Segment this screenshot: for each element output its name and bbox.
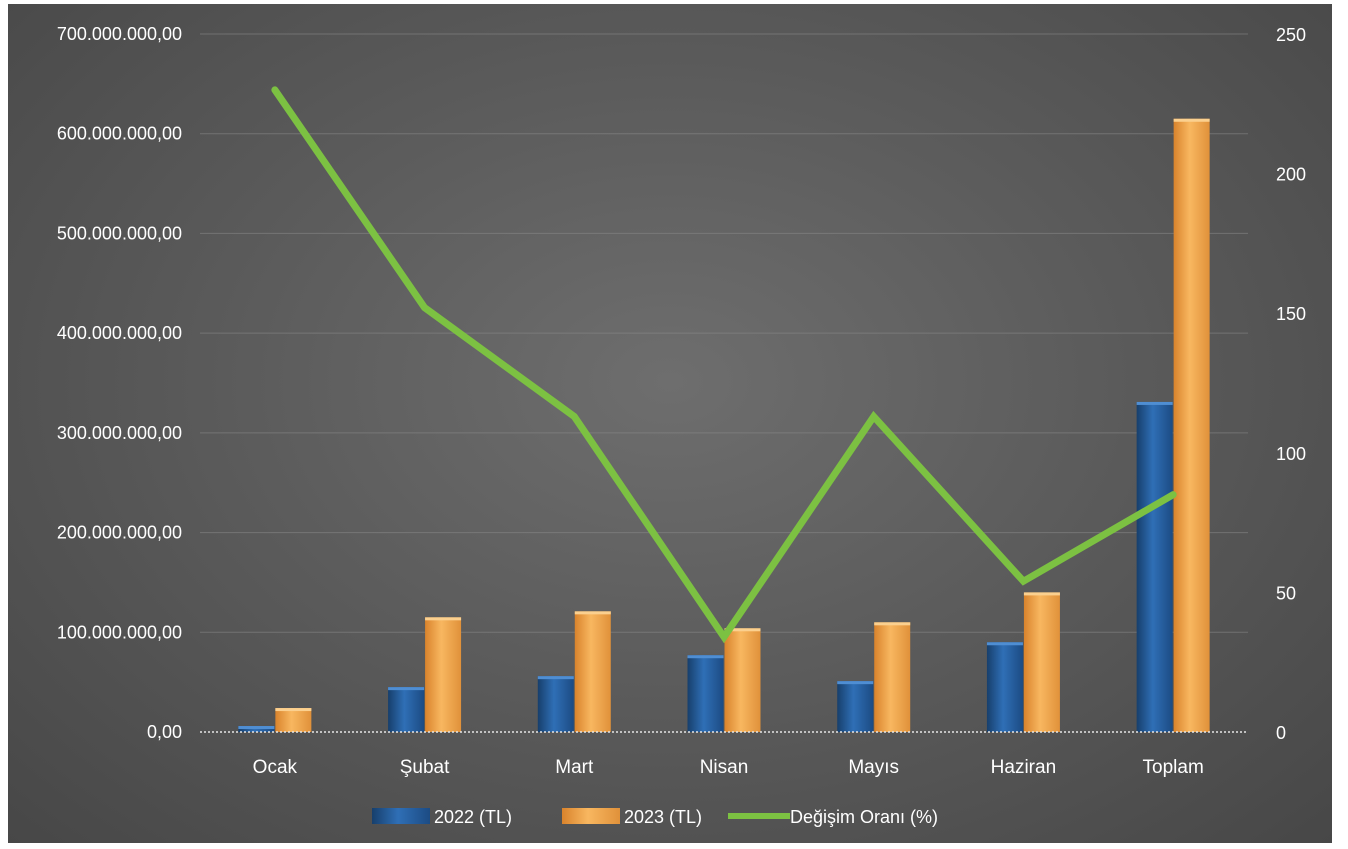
bar-top-2023-tl: [874, 622, 911, 626]
y-right-tick-label: 50: [1276, 583, 1296, 603]
bar-top-2023-tl: [574, 611, 611, 615]
y-left-tick-label: 600.000.000,00: [57, 124, 182, 144]
bar-2023-tl-mart: [574, 611, 611, 732]
change-rate-line: [271, 86, 1177, 644]
x-tick-label: Nisan: [700, 757, 749, 778]
y-left-tick-label: 100.000.000,00: [57, 622, 182, 642]
x-tick-label: Mart: [555, 757, 594, 778]
bar-top-2023-tl: [425, 617, 462, 621]
bar-2022-tl-mart: [537, 676, 574, 732]
y-right-tick-label: 250: [1276, 25, 1306, 45]
y-left-tick-label: 200.000.000,00: [57, 523, 182, 543]
y-left-tick-label: 700.000.000,00: [57, 24, 182, 44]
y-left-tick-label: 300.000.000,00: [57, 423, 182, 443]
bar-2022-tl-mayis: [837, 681, 874, 732]
chart-frame: 0,00 100.000.000,00 200.000.000,00 300.000.…: [8, 4, 1332, 843]
legend: 2022 (TL) 2023 (TL) Değişim Oranı (%): [372, 807, 938, 827]
bar-2023-tl-haziran: [1023, 592, 1060, 732]
legend-swatch-2023-tl: [562, 808, 620, 824]
bar-top-2022-tl: [837, 681, 874, 685]
chart-svg: 0,00 100.000.000,00 200.000.000,00 300.000.…: [57, 24, 1306, 827]
line-degisim-orani: [271, 86, 1177, 644]
x-tick-label: Şubat: [400, 757, 450, 778]
bar-top-2023-tl: [724, 628, 761, 632]
bar-top-2022-tl: [238, 726, 275, 730]
bar-2023-tl-ocak: [275, 708, 312, 732]
bar-2022-tl-haziran: [986, 642, 1023, 732]
x-tick-label: Ocak: [253, 757, 298, 778]
y-left-tick-label: 500.000.000,00: [57, 223, 182, 243]
x-tick-label: Mayıs: [848, 757, 899, 778]
bar-top-2022-tl: [986, 642, 1023, 646]
y-left-tick-label: 0,00: [147, 722, 182, 742]
y-left-tick-label: 400.000.000,00: [57, 323, 182, 343]
bar-top-2022-tl: [687, 655, 724, 659]
bars: [238, 118, 1210, 732]
y-right-tick-label: 100: [1276, 444, 1306, 464]
bar-top-2023-tl: [1173, 118, 1210, 122]
bar-top-2022-tl: [1136, 401, 1173, 405]
legend-label-2023-tl: 2023 (TL): [624, 807, 702, 827]
bar-top-2022-tl: [537, 676, 574, 680]
bar-2022-tl-subat: [388, 687, 425, 732]
legend-label-degisim-orani: Değişim Oranı (%): [790, 807, 938, 827]
bar-2023-tl-subat: [425, 617, 462, 732]
legend-swatch-2022-tl: [372, 808, 430, 824]
y-right-tick-label: 0: [1276, 723, 1286, 743]
x-tick-label: Toplam: [1143, 757, 1204, 778]
bar-2022-tl-nisan: [687, 655, 724, 732]
bar-2023-tl-mayis: [874, 622, 911, 732]
axes: 0,00 100.000.000,00 200.000.000,00 300.000.…: [57, 24, 1306, 778]
x-tick-label: Haziran: [991, 757, 1056, 778]
bar-2022-tl-toplam: [1136, 401, 1173, 732]
bar-2023-tl-nisan: [724, 628, 761, 732]
y-right-tick-label: 150: [1276, 304, 1306, 324]
y-right-tick-label: 200: [1276, 165, 1306, 185]
legend-label-2022-tl: 2022 (TL): [434, 807, 512, 827]
bar-top-2022-tl: [388, 687, 425, 691]
bar-top-2023-tl: [275, 708, 312, 712]
bar-2023-tl-toplam: [1173, 118, 1210, 732]
bar-top-2023-tl: [1023, 592, 1060, 596]
